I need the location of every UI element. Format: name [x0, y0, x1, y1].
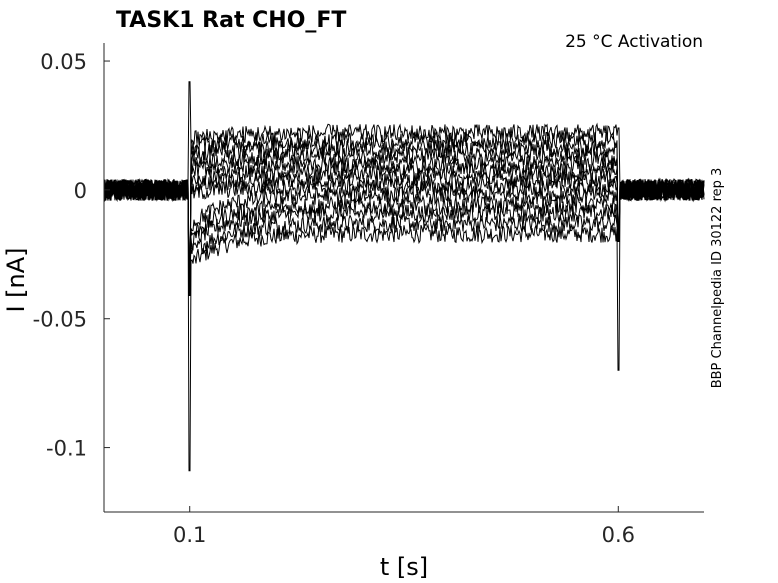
- current-trace: [103, 137, 705, 294]
- x-axis-label: t [s]: [380, 553, 428, 581]
- current-trace: [103, 169, 705, 284]
- y-tick-label: 0.05: [40, 50, 87, 74]
- y-tick-label: 0: [74, 179, 87, 203]
- x-tick-label: 0.1: [173, 523, 206, 547]
- current-trace: [103, 146, 705, 291]
- current-trace: [103, 176, 705, 281]
- current-trace: [103, 81, 705, 201]
- current-trace: [103, 177, 705, 472]
- y-axis-label: I [nA]: [2, 247, 30, 312]
- current-trace: [103, 130, 705, 296]
- x-tick-label: 0.6: [602, 523, 635, 547]
- current-trace: [103, 178, 705, 278]
- condition-annotation: 25 °C Activation: [565, 32, 703, 52]
- channelpedia-id-label: BBP Channelpedia ID 30122 rep 3: [710, 168, 725, 389]
- current-trace: [103, 153, 705, 289]
- y-tick-label: -0.05: [33, 308, 87, 332]
- axes: 0.05 0 -0.05 -0.1 0.1 0.6: [33, 43, 704, 547]
- y-tick-label: -0.1: [46, 437, 87, 461]
- trace-group: [103, 81, 705, 472]
- current-trace: [103, 161, 705, 286]
- chart-title: TASK1 Rat CHO_FT: [116, 8, 346, 33]
